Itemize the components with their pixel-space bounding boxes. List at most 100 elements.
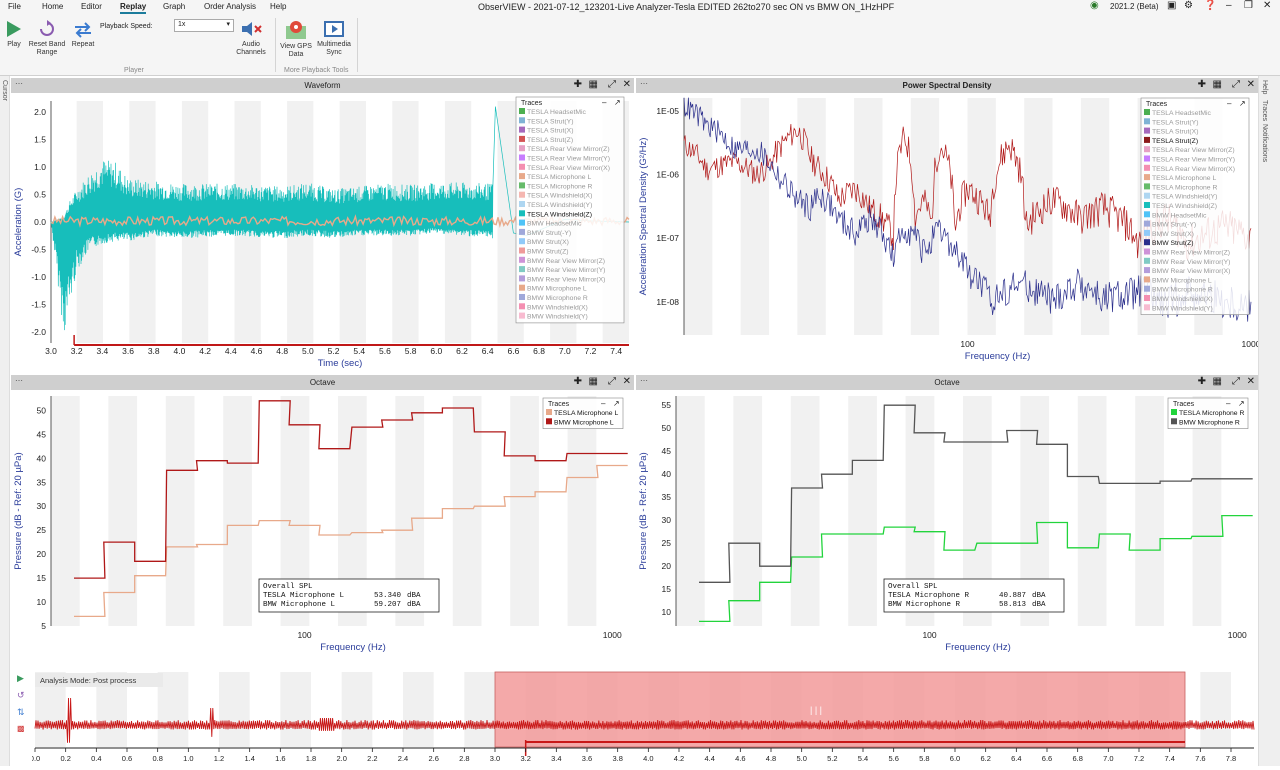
menu-help[interactable]: Help (270, 2, 287, 11)
cursor-side-tab[interactable]: Cursor (0, 76, 10, 766)
legend-item: BMW HeadsetMic (1152, 212, 1207, 219)
octave-right-chart[interactable]: 55 50 45 40 35 30 25 20 15 10 100 1000 Frequency (Hz… (636, 390, 1258, 667)
grid-band (684, 98, 713, 335)
reset-band-label: Reset Band Range (28, 41, 66, 56)
legend-item: TESLA Microphone R (1152, 184, 1217, 191)
close-panel-icon[interactable]: ✕ (1246, 79, 1255, 90)
legend-item: TESLA Strut(Y) (1152, 119, 1198, 126)
menu-order-analysis[interactable]: Order Analysis (204, 2, 257, 11)
traces-tab[interactable]: Traces (1261, 100, 1268, 122)
chevron-down-icon: ▾ (226, 21, 230, 28)
add-icon[interactable]: ✚ (573, 79, 582, 90)
channels-icon[interactable]: ▩ (17, 724, 25, 733)
legend-swatch (546, 409, 552, 415)
repeat-icon[interactable]: ⇅ (17, 707, 25, 717)
grid-band (1135, 396, 1164, 626)
more-tools-group-label: More Playback Tools (284, 67, 349, 74)
grid-icon[interactable]: ▦ (588, 79, 598, 90)
repeat-button[interactable]: Repeat (68, 20, 98, 49)
y-tick-label: 1E-08 (656, 297, 679, 307)
panel-menu-icon[interactable]: ⋯ (15, 376, 23, 385)
menu-editor[interactable]: Editor (81, 2, 102, 11)
gear-icon[interactable]: ⚙ (1184, 0, 1193, 11)
expand-icon[interactable]: ⤢ (608, 376, 616, 387)
grid-icon[interactable]: ▦ (1212, 79, 1222, 90)
legend-swatch (1144, 183, 1150, 190)
play-icon[interactable]: ▶ (17, 673, 24, 683)
notifications-tab[interactable]: Notifications (1261, 124, 1268, 163)
legend-swatch (1144, 109, 1150, 115)
save-icon[interactable]: ▣ (1167, 0, 1177, 11)
x-tick-label: 5.4 (858, 754, 868, 763)
x-tick-label: 5.0 (796, 754, 806, 763)
panel-menu-icon[interactable]: ⋯ (15, 79, 23, 88)
x-tick-label: 7.8 (1226, 754, 1236, 763)
add-icon[interactable]: ✚ (1197, 79, 1206, 90)
menu-home[interactable]: Home (42, 2, 64, 11)
playback-speed-select[interactable]: 1x ▾ (174, 19, 234, 32)
x-tick-label: 4.8 (766, 754, 776, 763)
legend-swatch (1144, 118, 1150, 125)
legend-swatch (1144, 127, 1150, 134)
panel-menu-icon[interactable]: ⋯ (640, 79, 648, 88)
expand-icon[interactable]: ⤢ (1232, 79, 1240, 90)
panel-header: ⋯ Octave ✚ ▦ ⤢ ✕ (11, 375, 634, 390)
menu-file[interactable]: File (8, 2, 21, 11)
minimize-icon[interactable]: – (1226, 0, 1232, 11)
menu-bar: File Home Editor Replay Graph Order Anal… (0, 0, 1280, 14)
legend-swatch (519, 219, 525, 226)
x-tick-label: 2.0 (336, 754, 346, 763)
legend-swatch (1144, 304, 1150, 311)
spl-row-value: 40.887 (999, 592, 1026, 600)
close-panel-icon[interactable]: ✕ (622, 376, 631, 387)
play-label: Play (7, 41, 21, 48)
connection-icon[interactable]: ◉ (1090, 0, 1099, 11)
reset-icon (40, 20, 54, 36)
waveform-chart[interactable]: 2.0 1.5 1.0 0.5 0.0 -0.5 -1.0 -1.5 -2.0 3.0 3.2 3.4… (11, 93, 634, 370)
audio-channels-button[interactable]: Audio Channels (232, 20, 270, 57)
expand-icon[interactable]: ⤢ (608, 79, 616, 90)
grid-icon[interactable]: ▦ (1212, 376, 1222, 387)
overall-spl-title: Overall SPL (888, 583, 938, 591)
player-group-label: Player (124, 67, 144, 74)
legend-swatch (1144, 276, 1150, 283)
y-tick-label: 1E-07 (656, 233, 679, 243)
help-icon[interactable]: ❓ (1204, 0, 1217, 11)
psd-chart[interactable]: 1E-05 1E-06 1E-07 1E-08 100 1000 Frequency (Hz… (636, 93, 1258, 370)
overview-chart[interactable]: Analysis Mode: Post process | | | 0.0 0.2 0.… (32, 670, 1257, 770)
legend-item: TESLA Strut(Z) (527, 137, 573, 144)
legend-item: BMW Rear View Mirror(Z) (527, 258, 605, 265)
close-panel-icon[interactable]: ✕ (622, 79, 631, 90)
series-tesla-windshield-z (50, 106, 630, 331)
play-button[interactable]: Play (4, 20, 24, 49)
menu-graph[interactable]: Graph (163, 2, 186, 11)
help-tab[interactable]: Help (1261, 80, 1268, 95)
reset-band-range-button[interactable]: Reset Band Range (27, 20, 67, 57)
legend-swatch (519, 145, 525, 152)
x-tick-label: 4.4 (225, 346, 237, 356)
grid-icon[interactable]: ▦ (588, 376, 598, 387)
expand-icon[interactable]: ⤢ (1232, 376, 1240, 387)
view-gps-data-button[interactable]: View GPS Data (280, 20, 312, 59)
legend-swatch (1144, 174, 1150, 181)
x-tick-label: 7.4 (610, 346, 622, 356)
close-panel-icon[interactable]: ✕ (1246, 376, 1255, 387)
panel-header: ⋯ Octave ✚ ▦ ⤢ ✕ (636, 375, 1258, 390)
x-tick-label: 1000 (1228, 630, 1247, 640)
octave-left-chart[interactable]: 50 45 40 35 30 25 20 15 10 5 100 1000 Frequency (Hz)… (11, 390, 634, 667)
add-icon[interactable]: ✚ (573, 376, 582, 387)
x-tick-label: 3.8 (148, 346, 160, 356)
panel-menu-icon[interactable]: ⋯ (640, 376, 648, 385)
y-tick-label: 1E-05 (656, 106, 679, 116)
spl-row-unit: dBA (407, 601, 421, 609)
legend-item: TESLA Rear View Mirror(Z) (1152, 147, 1235, 154)
reset-icon[interactable]: ↺ (17, 690, 25, 700)
multimedia-sync-button[interactable]: Multimedia Sync (313, 20, 355, 57)
close-icon[interactable]: ✕ (1263, 0, 1272, 11)
legend-popout-icon: ↗ (613, 399, 620, 408)
maximize-icon[interactable]: ❐ (1244, 0, 1253, 11)
y-axis-label: Acceleration Spectral Density (G²/Hz) (638, 138, 649, 296)
series-tesla-microphone-r (699, 514, 1253, 623)
menu-replay[interactable]: Replay (120, 2, 147, 14)
add-icon[interactable]: ✚ (1197, 376, 1206, 387)
